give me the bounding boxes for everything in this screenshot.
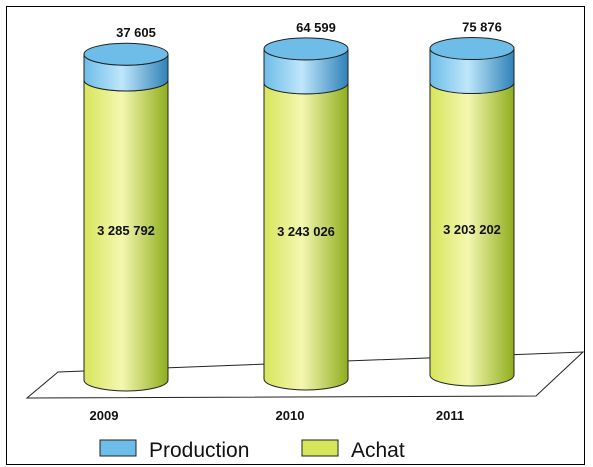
category-label-2011: 2011	[436, 408, 464, 423]
bar-cap-2009	[83, 42, 169, 66]
legend-swatch-achat	[301, 439, 339, 457]
bar-cap-2011	[429, 37, 515, 61]
value-label-production-2010: 64 599	[296, 20, 336, 35]
legend-label-production: Production	[149, 439, 249, 462]
value-label-production-2009: 37 605	[116, 25, 156, 40]
category-label-2010: 2010	[276, 408, 305, 423]
legend: Production Achat	[99, 439, 405, 462]
value-label-achat-2010: 3 243 026	[277, 224, 335, 239]
legend-swatch-production	[99, 439, 137, 457]
labels-group: 3 285 792 37 605 2009 3 243 026 64 599 2010 3 …	[90, 20, 502, 423]
value-label-production-2011: 75 876	[462, 20, 502, 35]
bars-group	[83, 37, 515, 392]
value-label-achat-2011: 3 203 202	[443, 222, 501, 237]
bar-cap-2010	[263, 37, 349, 61]
legend-label-achat: Achat	[351, 439, 405, 462]
value-label-achat-2009: 3 285 792	[97, 223, 155, 238]
category-label-2009: 2009	[90, 408, 119, 423]
